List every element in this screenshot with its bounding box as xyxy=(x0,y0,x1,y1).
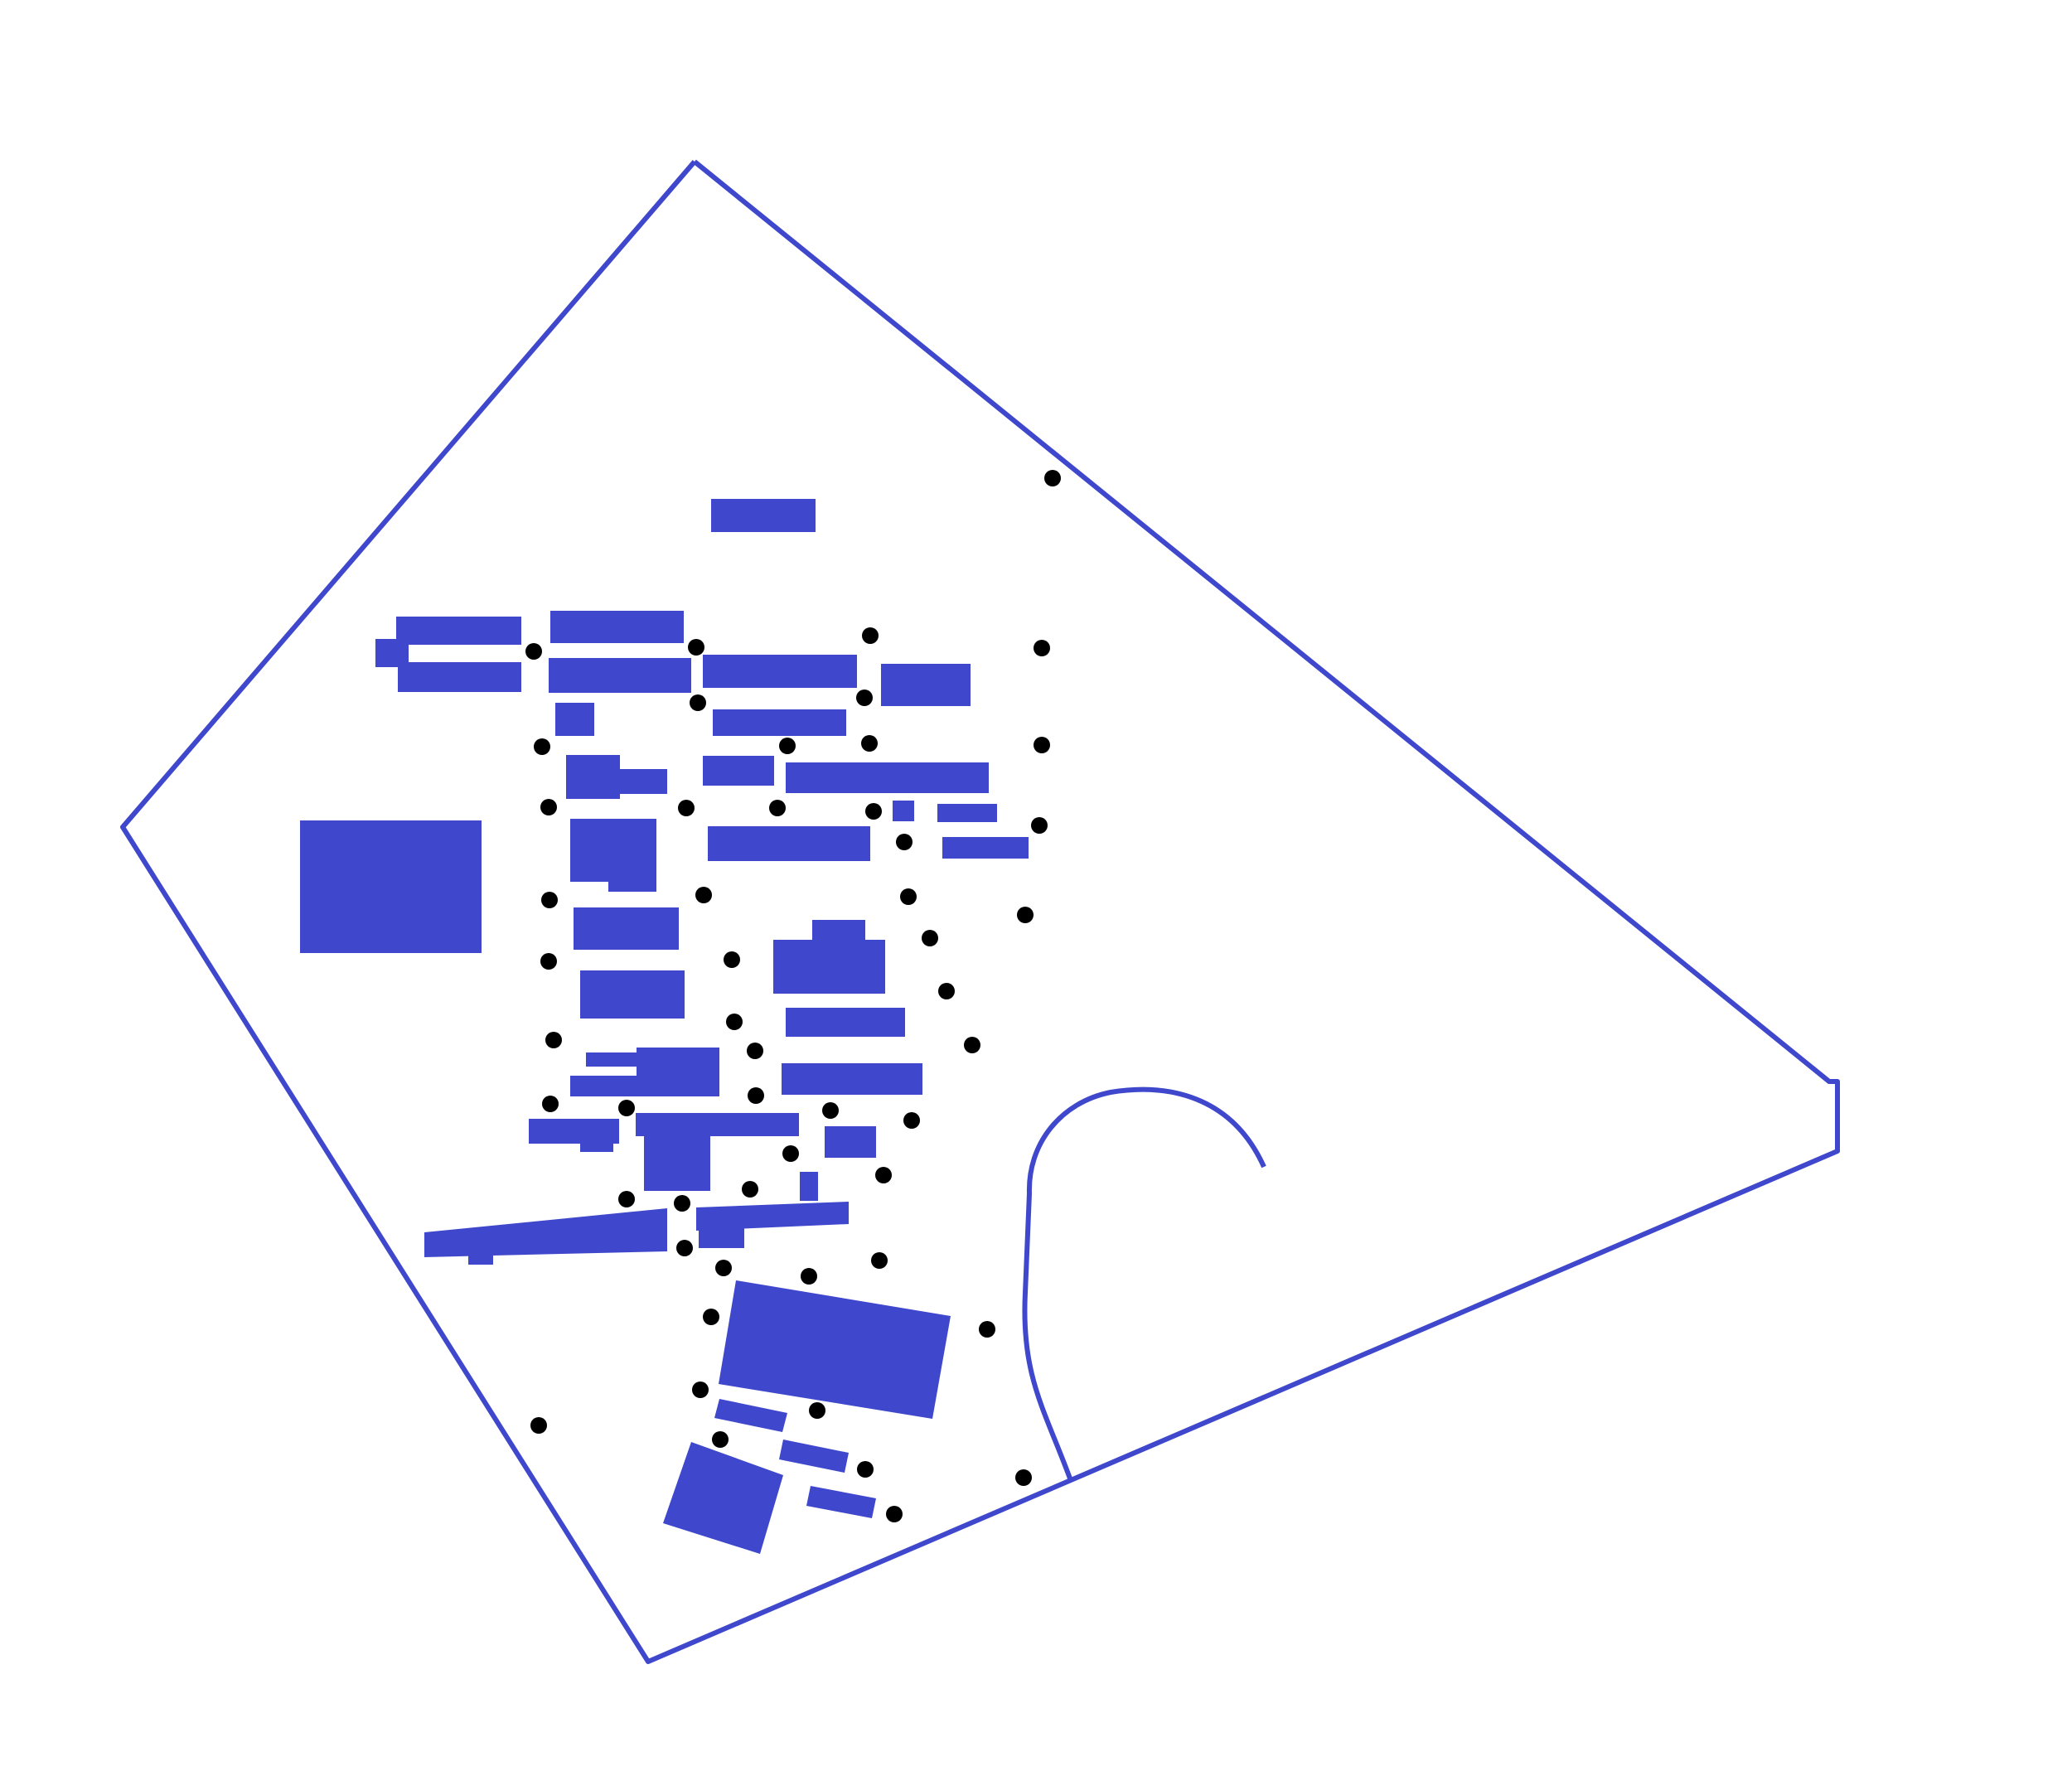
tree-marker xyxy=(857,1461,874,1478)
tree-marker xyxy=(856,690,873,706)
building-footprint xyxy=(549,658,691,693)
tree-markers xyxy=(525,470,1061,1522)
building-footprint xyxy=(300,820,482,953)
tree-marker xyxy=(779,738,796,754)
tree-marker xyxy=(769,800,786,816)
building-footprint xyxy=(881,664,971,706)
tree-marker xyxy=(896,834,913,850)
building-footprint xyxy=(570,1076,719,1096)
tree-marker xyxy=(618,1191,635,1207)
building-footprints xyxy=(300,499,1029,1554)
building-footprint xyxy=(719,1280,951,1419)
tree-marker xyxy=(530,1417,547,1434)
tree-marker xyxy=(1034,737,1050,753)
building-footprint xyxy=(942,837,1029,859)
tree-marker xyxy=(979,1321,995,1338)
tree-marker xyxy=(861,735,878,752)
building-footprint xyxy=(779,1440,849,1473)
building-footprint xyxy=(555,703,594,736)
tree-marker xyxy=(712,1431,729,1448)
building-footprint xyxy=(396,617,521,645)
building-footprint xyxy=(613,769,667,794)
building-footprint xyxy=(529,1119,619,1144)
tree-marker xyxy=(1034,640,1050,656)
tree-marker xyxy=(886,1506,903,1522)
tree-marker xyxy=(875,1167,892,1183)
tree-marker xyxy=(862,627,879,644)
tree-marker xyxy=(742,1181,758,1198)
tree-marker xyxy=(726,1014,743,1030)
tree-marker xyxy=(865,803,882,820)
building-footprint xyxy=(424,1208,667,1257)
building-footprint xyxy=(580,1140,613,1152)
tree-marker xyxy=(525,643,542,660)
tree-marker xyxy=(695,887,712,903)
building-footprint xyxy=(637,1048,719,1081)
building-footprint xyxy=(786,762,989,793)
tree-marker xyxy=(1017,907,1034,923)
building-footprint xyxy=(713,709,846,736)
tree-marker xyxy=(822,1102,839,1119)
building-footprint xyxy=(550,611,684,643)
tree-marker xyxy=(618,1100,635,1116)
tree-marker xyxy=(692,1381,709,1398)
tree-marker xyxy=(1015,1469,1032,1486)
building-footprint xyxy=(711,499,816,532)
tree-marker xyxy=(1044,470,1061,486)
building-footprint xyxy=(696,1202,849,1231)
tree-marker xyxy=(534,738,550,755)
tree-marker xyxy=(922,930,938,946)
tree-marker xyxy=(1031,817,1048,834)
building-footprint xyxy=(714,1399,787,1432)
building-footprint xyxy=(773,940,885,994)
building-footprint xyxy=(580,970,685,1019)
tree-marker xyxy=(871,1252,888,1269)
building-footprint xyxy=(703,655,857,688)
building-footprint xyxy=(800,1172,818,1201)
tree-marker xyxy=(782,1145,799,1162)
tree-marker xyxy=(900,888,917,905)
tree-marker xyxy=(703,1309,719,1325)
tree-marker xyxy=(724,951,740,968)
building-footprint xyxy=(708,826,870,861)
building-footprint xyxy=(782,1063,922,1095)
building-footprint xyxy=(644,1131,710,1191)
tree-marker xyxy=(690,694,706,711)
tree-marker xyxy=(541,892,558,908)
tree-marker xyxy=(542,1096,559,1112)
tree-marker xyxy=(676,1240,693,1256)
building-footprint xyxy=(703,756,774,786)
curved-path xyxy=(1022,1086,1266,1480)
building-footprint xyxy=(468,1251,493,1265)
tree-marker xyxy=(678,800,695,816)
tree-marker xyxy=(688,639,704,656)
building-footprint xyxy=(398,662,521,692)
building-footprint xyxy=(566,755,620,799)
tree-marker xyxy=(715,1260,732,1276)
building-footprint xyxy=(574,907,679,950)
tree-marker xyxy=(801,1268,817,1285)
building-footprint xyxy=(786,1008,905,1037)
building-footprint xyxy=(608,870,656,892)
tree-marker xyxy=(545,1032,562,1048)
tree-marker xyxy=(903,1112,920,1129)
tree-marker xyxy=(540,953,557,970)
tree-marker xyxy=(809,1402,825,1419)
building-footprint xyxy=(825,1126,876,1158)
building-footprint xyxy=(663,1442,783,1554)
tree-marker xyxy=(938,983,955,999)
tree-marker xyxy=(748,1087,764,1104)
building-footprint xyxy=(806,1486,876,1518)
tree-marker xyxy=(747,1043,763,1059)
site-boundary xyxy=(120,159,1840,1664)
building-footprint xyxy=(893,801,914,821)
building-footprint xyxy=(937,804,997,822)
tree-marker xyxy=(674,1195,690,1212)
tree-marker xyxy=(540,799,557,815)
tree-marker xyxy=(964,1037,980,1053)
